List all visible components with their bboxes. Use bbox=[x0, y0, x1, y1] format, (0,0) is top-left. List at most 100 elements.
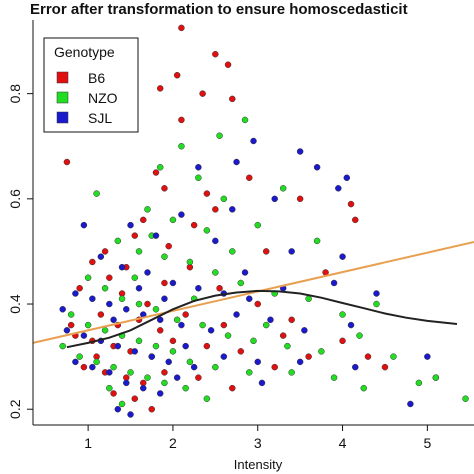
point-nzo bbox=[101, 327, 109, 334]
point-sjl bbox=[330, 279, 338, 287]
point-sjl bbox=[347, 321, 355, 329]
point-b6 bbox=[101, 248, 109, 255]
point-sjl bbox=[114, 405, 122, 413]
series-sjl bbox=[59, 137, 431, 418]
point-sjl bbox=[156, 316, 164, 324]
point-b6 bbox=[152, 169, 160, 176]
point-nzo bbox=[169, 216, 177, 224]
point-nzo bbox=[93, 190, 100, 197]
point-nzo bbox=[250, 337, 257, 345]
point-sjl bbox=[59, 306, 66, 313]
point-nzo bbox=[182, 384, 189, 392]
point-b6 bbox=[182, 311, 189, 318]
point-b6 bbox=[80, 363, 88, 371]
point-nzo bbox=[305, 295, 312, 303]
point-b6 bbox=[347, 200, 355, 208]
point-b6 bbox=[106, 274, 113, 281]
point-b6 bbox=[364, 353, 372, 360]
point-b6 bbox=[220, 321, 228, 329]
point-sjl bbox=[72, 358, 79, 366]
point-nzo bbox=[114, 237, 122, 245]
point-sjl bbox=[233, 311, 240, 318]
point-sjl bbox=[195, 284, 202, 292]
x-axis-label: Intensity bbox=[234, 457, 283, 472]
point-nzo bbox=[237, 279, 245, 287]
legend-items: B6 NZO SJL bbox=[56, 70, 118, 126]
legend-label-nzo: NZO bbox=[88, 90, 118, 106]
point-sjl bbox=[207, 327, 215, 334]
point-sjl bbox=[296, 358, 304, 366]
point-sjl bbox=[127, 411, 134, 418]
point-nzo bbox=[118, 400, 126, 408]
point-nzo bbox=[161, 379, 168, 387]
point-b6 bbox=[246, 174, 253, 182]
point-sjl bbox=[156, 390, 164, 397]
point-nzo bbox=[178, 142, 185, 150]
point-b6 bbox=[216, 284, 223, 292]
point-nzo bbox=[161, 253, 168, 260]
point-nzo bbox=[284, 342, 291, 350]
point-sjl bbox=[106, 369, 113, 376]
point-sjl bbox=[195, 164, 202, 171]
point-sjl bbox=[152, 232, 160, 239]
point-sjl bbox=[220, 353, 228, 360]
point-sjl bbox=[135, 284, 143, 292]
ticks: 1 2 3 4 5 0.2 0.4 0.6 0.8 bbox=[7, 84, 431, 451]
legend-swatch-nzo bbox=[56, 91, 69, 104]
point-sjl bbox=[127, 221, 134, 229]
point-sjl bbox=[246, 295, 253, 303]
point-b6 bbox=[148, 405, 155, 413]
point-nzo bbox=[152, 306, 160, 313]
point-b6 bbox=[63, 158, 71, 166]
point-b6 bbox=[140, 216, 147, 224]
point-nzo bbox=[229, 248, 236, 255]
point-nzo bbox=[101, 284, 109, 292]
point-b6 bbox=[76, 284, 83, 292]
point-sjl bbox=[343, 174, 351, 182]
data-points bbox=[59, 24, 469, 418]
chart-title: Error after transformation to ensure hom… bbox=[30, 1, 408, 18]
point-sjl bbox=[80, 332, 88, 339]
point-sjl bbox=[165, 358, 172, 366]
point-nzo bbox=[186, 358, 194, 366]
point-nzo bbox=[106, 384, 113, 392]
point-nzo bbox=[330, 374, 338, 381]
point-sjl bbox=[173, 374, 181, 381]
point-nzo bbox=[199, 321, 206, 329]
legend: Genotype B6 NZO SJL bbox=[43, 37, 139, 133]
legend-title: Genotype bbox=[54, 44, 115, 60]
point-nzo bbox=[93, 358, 100, 366]
point-sjl bbox=[89, 295, 96, 303]
point-sjl bbox=[241, 269, 249, 276]
point-sjl bbox=[89, 363, 96, 371]
point-sjl bbox=[271, 195, 278, 203]
point-nzo bbox=[110, 363, 117, 371]
point-b6 bbox=[288, 316, 295, 324]
point-b6 bbox=[178, 24, 185, 32]
point-nzo bbox=[195, 174, 202, 182]
fit-line-smooth bbox=[66, 289, 458, 349]
y-tick-label: 0.6 bbox=[7, 189, 23, 209]
point-sjl bbox=[148, 353, 155, 360]
point-sjl bbox=[339, 253, 346, 260]
point-b6 bbox=[305, 353, 312, 360]
point-nzo bbox=[241, 116, 249, 124]
point-sjl bbox=[335, 185, 342, 192]
x-tick-label: 3 bbox=[254, 435, 262, 451]
x-tick-label: 1 bbox=[84, 435, 92, 451]
point-nzo bbox=[59, 342, 66, 350]
point-nzo bbox=[262, 321, 270, 329]
point-nzo bbox=[415, 379, 423, 387]
point-sjl bbox=[140, 384, 147, 392]
point-nzo bbox=[144, 374, 151, 381]
point-nzo bbox=[288, 369, 295, 376]
legend-swatch-b6 bbox=[56, 71, 69, 84]
point-nzo bbox=[212, 269, 219, 276]
point-b6 bbox=[169, 337, 177, 345]
point-nzo bbox=[339, 311, 346, 318]
point-sjl bbox=[123, 379, 130, 387]
point-sjl bbox=[254, 358, 261, 366]
x-tick-label: 4 bbox=[339, 435, 347, 451]
point-sjl bbox=[296, 148, 304, 155]
point-b6 bbox=[224, 61, 232, 68]
